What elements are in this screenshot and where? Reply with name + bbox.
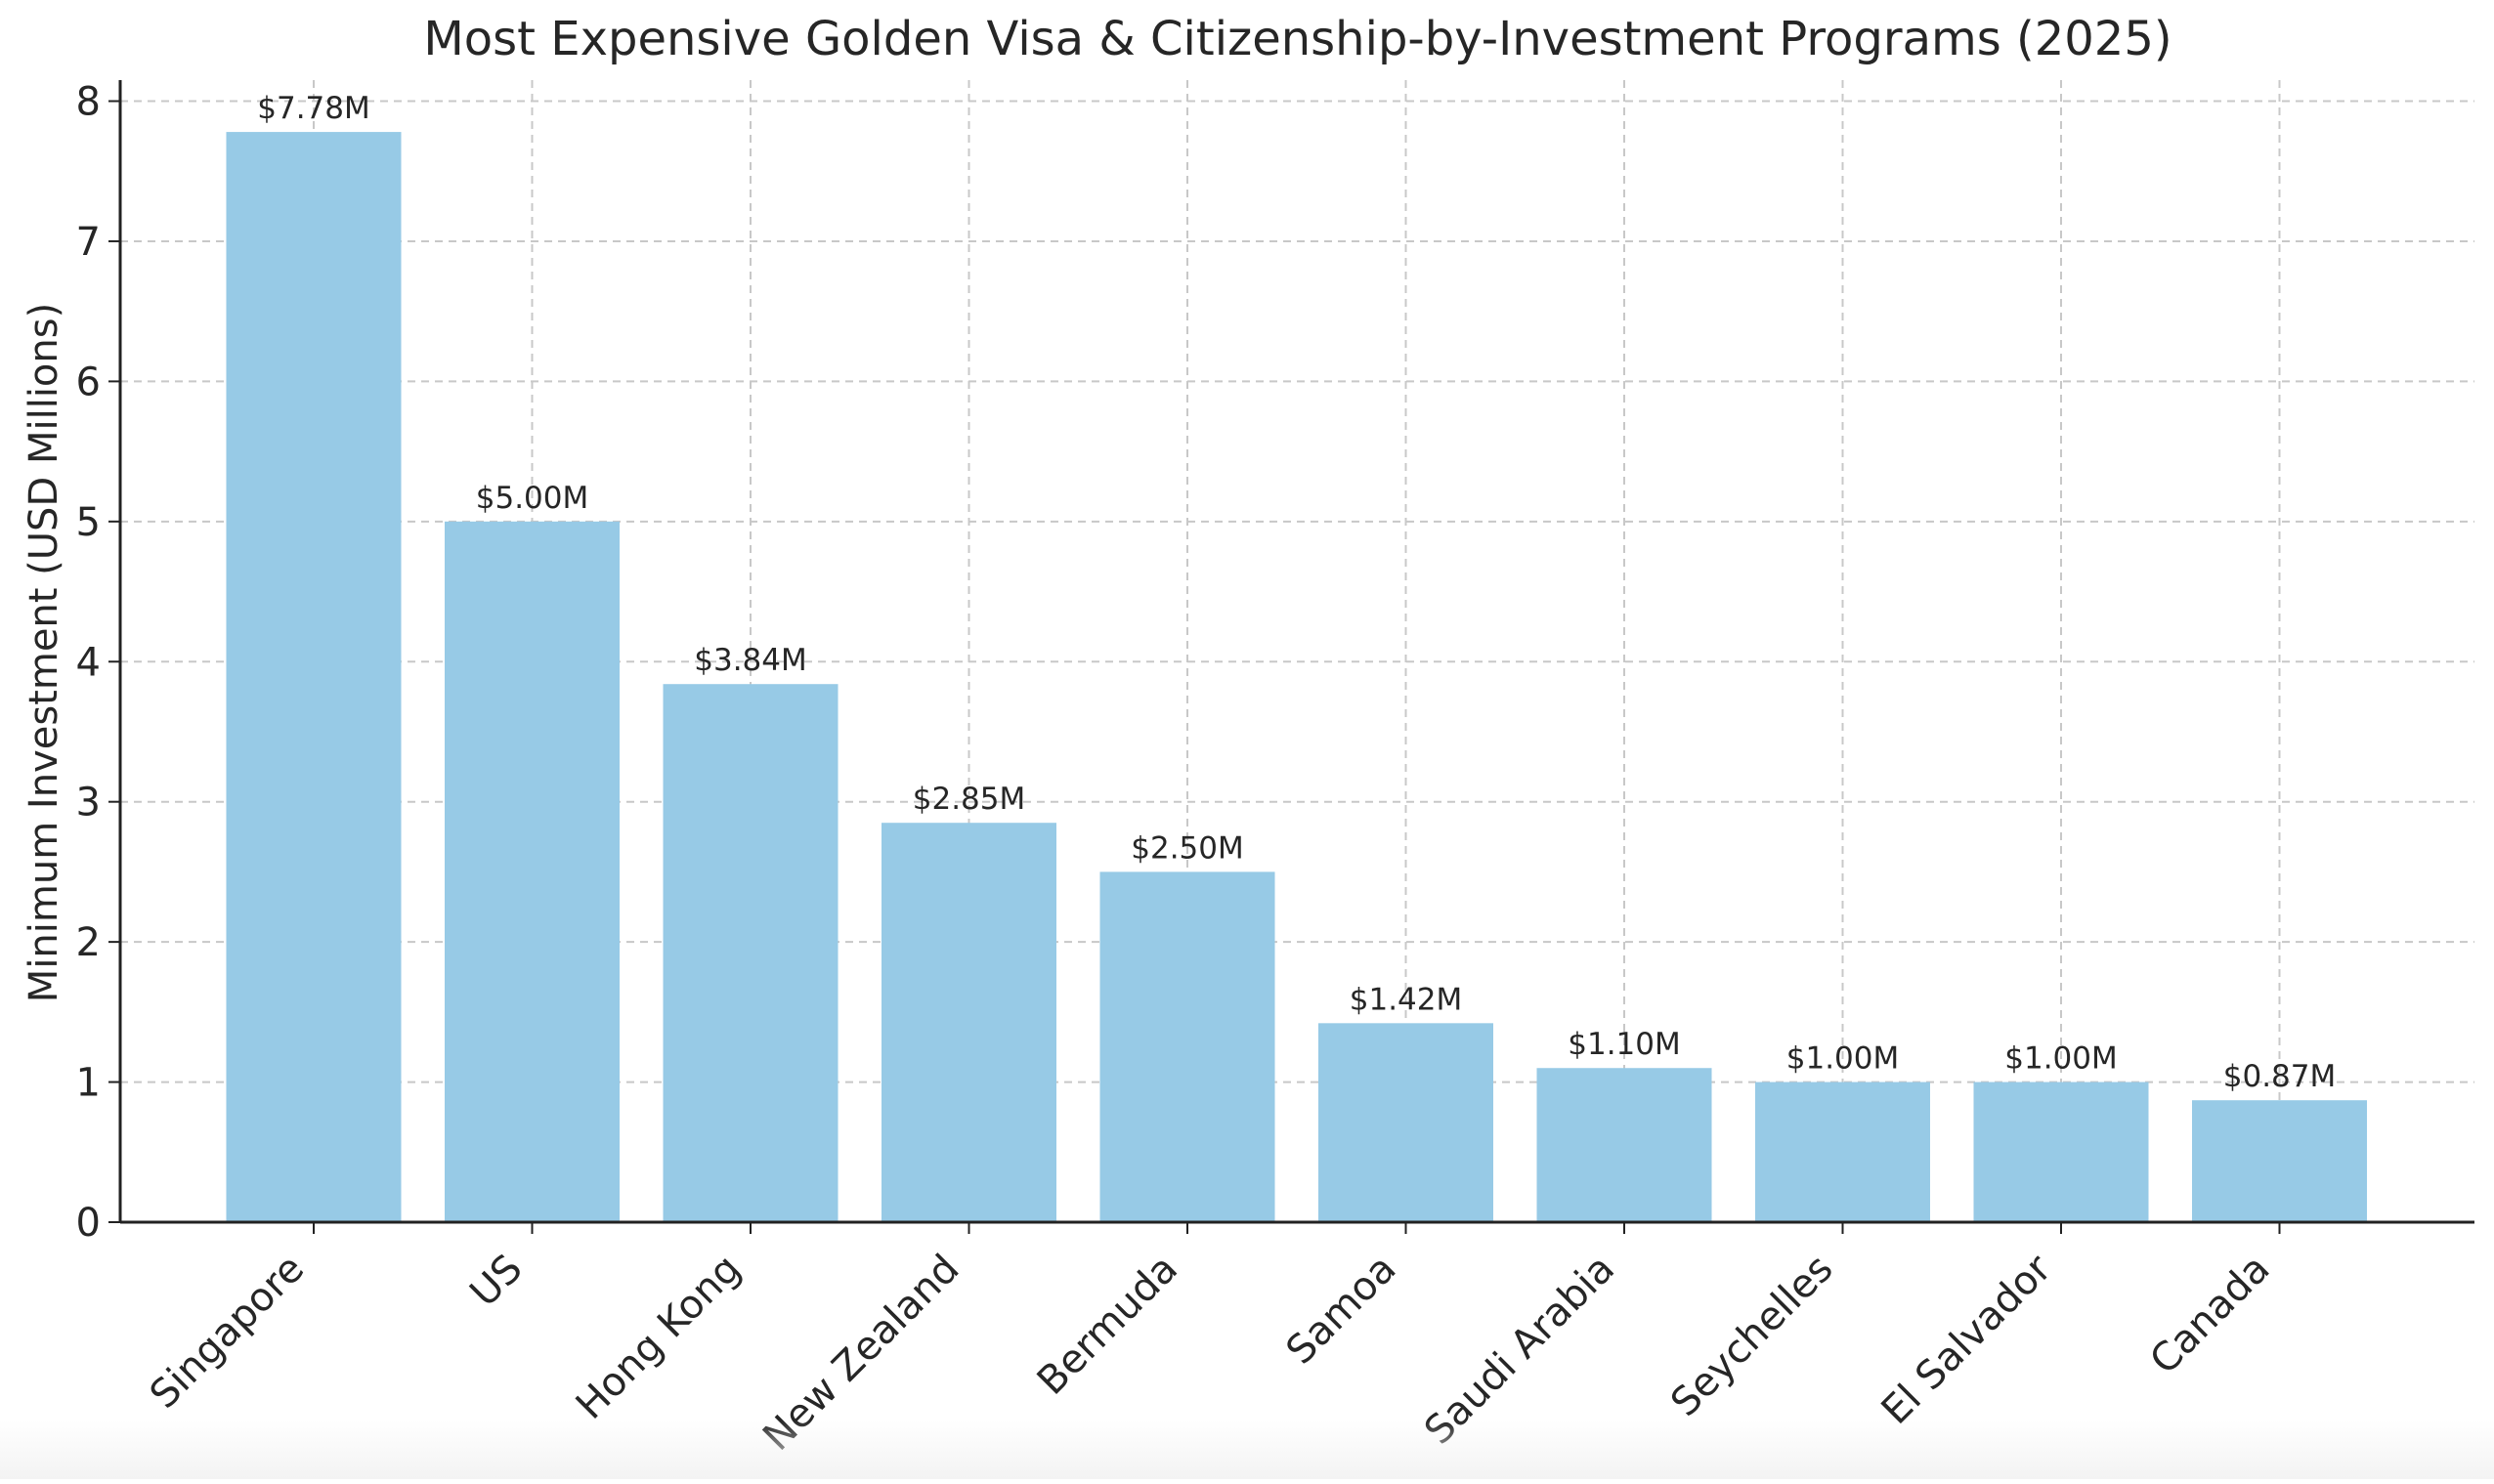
y-tick-label: 6 (76, 360, 101, 404)
bar-8 (1973, 1081, 2149, 1222)
value-label-4: $2.50M (1131, 830, 1244, 866)
value-label-3: $2.85M (913, 782, 1026, 817)
y-tick-label: 4 (76, 640, 101, 685)
value-label-5: $1.42M (1350, 982, 1463, 1017)
bar-3 (882, 823, 1056, 1222)
y-tick-label: 1 (76, 1061, 101, 1106)
x-tick-label-4: Bermuda (1029, 1247, 1186, 1404)
ticks-layer: 0 1 2 3 4 5 6 7 8 Singapore US Hong Kong New Zealand… (76, 80, 2281, 1460)
x-tick-label-1: US (461, 1247, 531, 1316)
x-tick-label-0: Singapore (142, 1247, 313, 1418)
bar-1 (445, 521, 620, 1222)
x-tick-label-8: El Salvador (1873, 1246, 2061, 1433)
bars-layer (226, 132, 2367, 1222)
value-label-7: $1.00M (1786, 1041, 1900, 1077)
x-tick-label-7: Seychelles (1662, 1247, 1841, 1425)
y-tick-label: 8 (76, 80, 101, 125)
x-tick-label-2: Hong Kong (568, 1247, 750, 1428)
bar-9 (2192, 1100, 2367, 1222)
bar-2 (663, 684, 838, 1222)
value-label-8: $1.00M (2004, 1041, 2118, 1077)
value-label-1: $5.00M (476, 481, 589, 516)
y-tick-label: 2 (76, 920, 101, 965)
bar-7 (1755, 1081, 1930, 1222)
y-tick-label: 5 (76, 500, 101, 545)
value-labels-layer: $7.78M $5.00M $3.84M $2.85M $2.50M $1.42M $1.1… (257, 91, 2336, 1094)
chart-title: Most Expensive Golden Visa & Citizenship… (423, 12, 2172, 66)
value-label-0: $7.78M (257, 91, 370, 126)
y-tick-label: 7 (76, 220, 101, 265)
axes-layer (118, 80, 2474, 1224)
bar-0 (226, 132, 402, 1222)
y-tick-label: 0 (76, 1201, 101, 1246)
value-label-6: $1.10M (1568, 1027, 1681, 1062)
x-tick-label-5: Samoa (1278, 1247, 1405, 1374)
bar-6 (1536, 1068, 1712, 1222)
bar-5 (1318, 1023, 1493, 1222)
value-label-2: $3.84M (694, 643, 807, 678)
x-tick-label-9: Canada (2141, 1247, 2278, 1383)
x-tick-label-3: New Zealand (754, 1247, 968, 1460)
value-label-9: $0.87M (2223, 1059, 2337, 1094)
y-tick-label: 3 (76, 781, 101, 826)
x-tick-label-6: Saudi Arabia (1416, 1247, 1623, 1454)
y-axis-label: Minimum Investment (USD Millions) (22, 303, 66, 1002)
bar-4 (1099, 871, 1275, 1222)
